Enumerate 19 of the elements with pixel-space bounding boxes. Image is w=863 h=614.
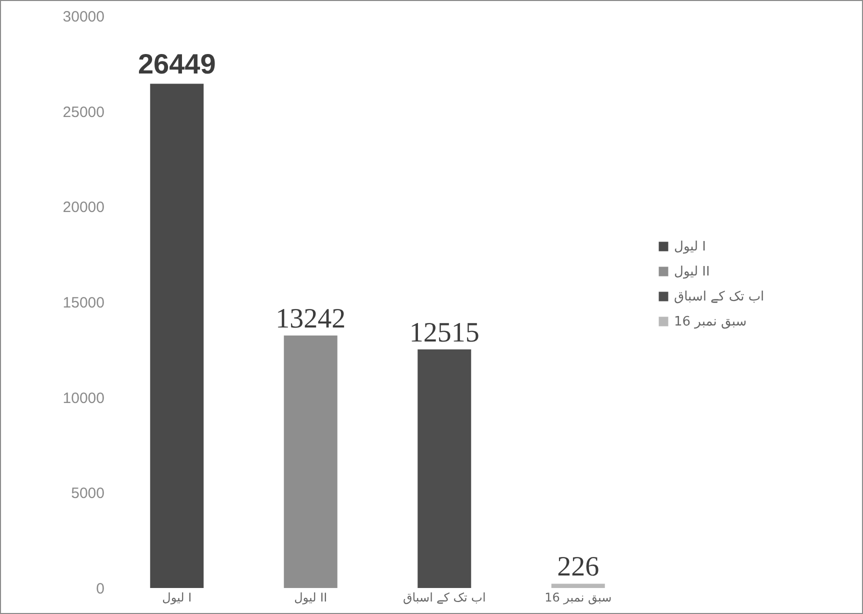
y-tick-label: 15000 [62, 294, 104, 312]
data-label: 26449 [138, 48, 216, 80]
legend-label: لیول I [674, 240, 706, 254]
y-tick-label: 0 [96, 580, 104, 598]
x-tick-label: لیول I [162, 590, 192, 604]
legend-label: لیول II [674, 264, 710, 280]
y-tick-label: 20000 [62, 199, 104, 216]
x-tick-label: لیول II [294, 590, 328, 604]
data-label: 12515 [409, 317, 480, 348]
y-tick-label: 25000 [62, 104, 104, 121]
y-tick-label: 30000 [62, 8, 104, 26]
legend-label: سبق نمبر 16 [674, 314, 747, 330]
y-tick-label: 10000 [62, 390, 104, 407]
y-tick-label: 5000 [71, 485, 104, 502]
data-label: 226 [557, 552, 600, 583]
x-tick-label: اب تک کے اسباق [402, 590, 486, 604]
data-label: 13242 [276, 304, 346, 335]
legend-label: اب تک کے اسباق [674, 290, 764, 304]
x-tick-label: سبق نمبر 16 [544, 590, 612, 604]
